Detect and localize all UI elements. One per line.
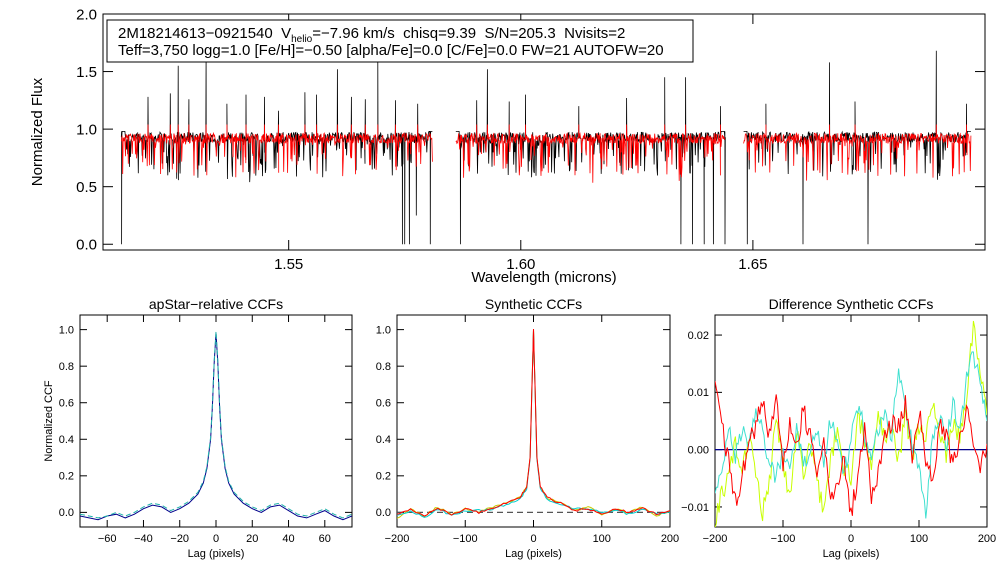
difference-ccf-panel: −200 −100 0 100 200 −0.01 0.00 0.01 0.02 Lag (pix… xyxy=(681,296,996,560)
x-tick-label: −40 xyxy=(134,533,153,545)
y-tick-label: 0.5 xyxy=(76,179,97,196)
annotation-star: 2M18214613−0921540 xyxy=(118,25,273,42)
y-tick-label: 1.0 xyxy=(376,324,391,336)
y-axis-label: Normalized Flux xyxy=(29,77,46,186)
x-tick-label: 20 xyxy=(246,533,258,545)
x-axis-label: Lag (pixels) xyxy=(505,548,562,560)
annotation-chisq: chisq=9.39 xyxy=(403,25,476,42)
x-tick-label: −60 xyxy=(98,533,117,545)
spacer xyxy=(395,25,403,42)
ccf-series-2-line xyxy=(80,331,352,519)
annotation-sn: S/N=205.3 xyxy=(484,25,555,42)
chart-title: Difference Synthetic CCFs xyxy=(769,296,934,312)
annotation-vhelio-value: =−7.96 km/s xyxy=(312,25,395,42)
model-spectrum-line xyxy=(121,124,433,178)
y-tick-label: 0.0 xyxy=(76,236,97,253)
x-tick-label: 1.55 xyxy=(274,256,303,273)
x-tick-label: −100 xyxy=(453,533,478,545)
x-axis-label: Wavelength (microns) xyxy=(471,269,616,286)
x-tick-label: 0 xyxy=(848,533,854,545)
y-tick-label: 1.0 xyxy=(59,324,74,336)
x-tick-label: 1.60 xyxy=(506,256,535,273)
y-tick-label: 1.5 xyxy=(76,64,97,81)
plot-frame xyxy=(102,13,986,251)
annotation-vhelio-prefix: V xyxy=(281,25,291,42)
x-tick-label: −100 xyxy=(771,533,796,545)
ccf-series-2-line xyxy=(397,329,670,518)
y-tick-label: 0.02 xyxy=(688,330,709,342)
model-spectrum-line xyxy=(743,124,972,181)
plot-frame xyxy=(79,314,353,528)
y-tick-label: 0.8 xyxy=(376,361,391,373)
x-tick-label: 100 xyxy=(910,533,928,545)
x-tick-label: −200 xyxy=(385,533,410,545)
y-tick-label: 1.0 xyxy=(76,121,97,138)
ccf-series-1-line xyxy=(715,320,987,527)
ccf-series-3-line xyxy=(397,328,670,517)
x-tick-label: 40 xyxy=(282,533,294,545)
ccf-series-2-line xyxy=(715,351,987,519)
ccf-series-1-line xyxy=(397,329,670,519)
y-axis-label: Normalized CCF xyxy=(43,380,55,462)
chart-title: Synthetic CCFs xyxy=(485,296,582,312)
y-tick-label: 0.6 xyxy=(59,398,74,410)
apstar-ccf-panel: −60 −40 −20 0 20 40 60 0.0 0.2 0.4 0.6 0.8 1.0 Lag (p… xyxy=(43,296,353,560)
annotation-line-1: 2M18214613−0921540 Vhelio=−7.96 km/s chi… xyxy=(118,25,625,45)
annotation-nvisits: Nvisits=2 xyxy=(564,25,625,42)
observed-spectrum-line xyxy=(743,50,971,245)
y-tick-label: 0.4 xyxy=(59,434,74,446)
x-tick-label: −20 xyxy=(170,533,189,545)
y-tick-label: 2.0 xyxy=(76,6,97,23)
x-tick-label: 200 xyxy=(661,533,679,545)
y-tick-label: 0.0 xyxy=(376,507,391,519)
ccf-series-3-line xyxy=(715,381,987,516)
y-tick-label: 0.2 xyxy=(376,471,391,483)
spectrum-panel: 1.55 1.60 1.65 0.0 0.5 1.0 1.5 2.0 Wavelength (m… xyxy=(29,6,986,286)
ccf-series-1-line xyxy=(80,333,352,521)
y-tick-label: 0.2 xyxy=(59,471,74,483)
x-axis-label: Lag (pixels) xyxy=(188,548,245,560)
y-tick-label: 0.4 xyxy=(376,434,391,446)
x-axis-label: Lag (pixels) xyxy=(823,548,880,560)
annotation-vhelio-sub: helio xyxy=(291,34,313,45)
y-tick-label: 0.8 xyxy=(59,361,74,373)
y-tick-label: 0.6 xyxy=(376,398,391,410)
x-tick-label: 1.65 xyxy=(738,256,767,273)
x-tick-label: 0 xyxy=(213,533,219,545)
annotation-box xyxy=(106,19,694,63)
synthetic-ccf-panel: −200 −100 0 100 200 0.0 0.2 0.4 0.6 0.8 1.0 Lag (pi… xyxy=(376,296,679,560)
y-tick-label: 0.0 xyxy=(59,507,74,519)
spacer xyxy=(273,25,281,42)
x-tick-label: 200 xyxy=(978,533,996,545)
spacer xyxy=(556,25,564,42)
y-tick-label: 0.01 xyxy=(688,387,709,399)
spacer xyxy=(476,25,484,42)
observed-spectrum-line xyxy=(120,54,433,245)
annotation-line-2: Teff=3,750 logg=1.0 [Fe/H]=−0.50 [alpha/… xyxy=(118,42,664,59)
chart-title: apStar−relative CCFs xyxy=(149,296,283,312)
x-tick-label: 100 xyxy=(593,533,611,545)
x-tick-label: 60 xyxy=(319,533,331,545)
model-spectrum-line xyxy=(455,124,726,183)
y-tick-label: 0.00 xyxy=(688,444,709,456)
x-tick-label: 0 xyxy=(530,533,536,545)
x-tick-label: −200 xyxy=(703,533,728,545)
y-tick-label: −0.01 xyxy=(681,502,709,514)
